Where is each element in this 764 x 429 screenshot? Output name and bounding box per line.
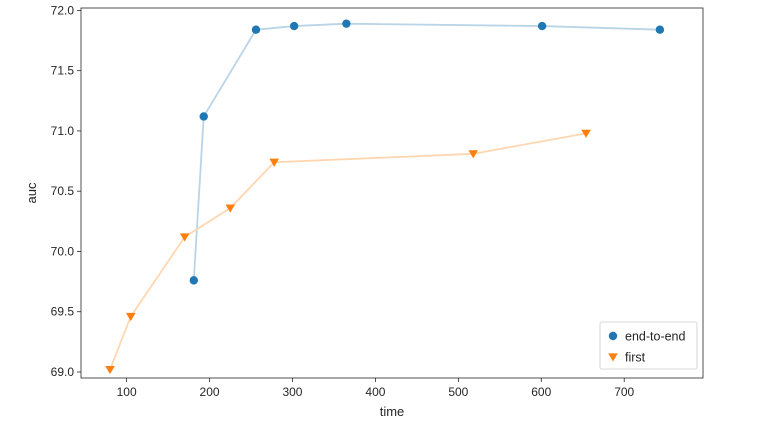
legend-marker-first xyxy=(608,353,618,362)
x-axis-label: time xyxy=(380,404,405,419)
legend-marker-end-to-end xyxy=(608,331,618,341)
data-point-end-to-end xyxy=(537,21,547,31)
data-point-first xyxy=(581,129,591,138)
series-layer xyxy=(105,19,665,375)
data-point-end-to-end xyxy=(342,19,351,28)
x-tick-label: 500 xyxy=(448,385,468,399)
y-tick-label: 71.0 xyxy=(51,124,75,138)
y-tick-label: 69.0 xyxy=(51,365,75,379)
data-point-end-to-end xyxy=(189,276,198,285)
x-tick-label: 600 xyxy=(531,385,551,399)
data-point-first xyxy=(269,158,280,167)
data-point-first xyxy=(125,312,136,322)
x-tick-label: 300 xyxy=(282,385,302,399)
x-tick-label: 400 xyxy=(365,385,385,399)
x-tick-label: 200 xyxy=(200,385,220,399)
data-point-end-to-end xyxy=(655,25,665,34)
series-line-end-to-end xyxy=(192,22,660,281)
plot-frame xyxy=(80,7,704,379)
data-point-first xyxy=(105,365,115,375)
y-tick-label: 69.5 xyxy=(51,305,75,319)
y-axis: 69.0 69.5 70.0 70.5 71.0 71.5 72.0 xyxy=(51,3,81,379)
series-end-to-end xyxy=(189,19,665,285)
data-point-first xyxy=(179,233,190,242)
data-point-end-to-end xyxy=(251,25,261,34)
data-point-end-to-end xyxy=(199,112,208,121)
series-first xyxy=(105,129,591,375)
x-tick-label: 100 xyxy=(117,385,137,399)
legend-box xyxy=(599,321,698,370)
legend-label-first: first xyxy=(625,351,646,365)
y-tick-label: 71.5 xyxy=(51,64,75,78)
y-axis-label: auc xyxy=(24,182,39,203)
legend: end-to-end first xyxy=(599,321,698,370)
x-tick-label: 700 xyxy=(614,385,634,399)
y-tick-label: 70.0 xyxy=(51,244,75,258)
x-axis: 100 200 300 400 500 600 700 xyxy=(117,378,635,399)
y-tick-label: 70.5 xyxy=(51,184,75,198)
data-point-first xyxy=(468,150,479,159)
series-line-first xyxy=(109,132,587,370)
data-point-end-to-end xyxy=(289,21,299,31)
data-point-first xyxy=(225,204,236,213)
legend-label-end-to-end: end-to-end xyxy=(625,330,686,344)
y-tick-label: 72.0 xyxy=(51,3,75,17)
